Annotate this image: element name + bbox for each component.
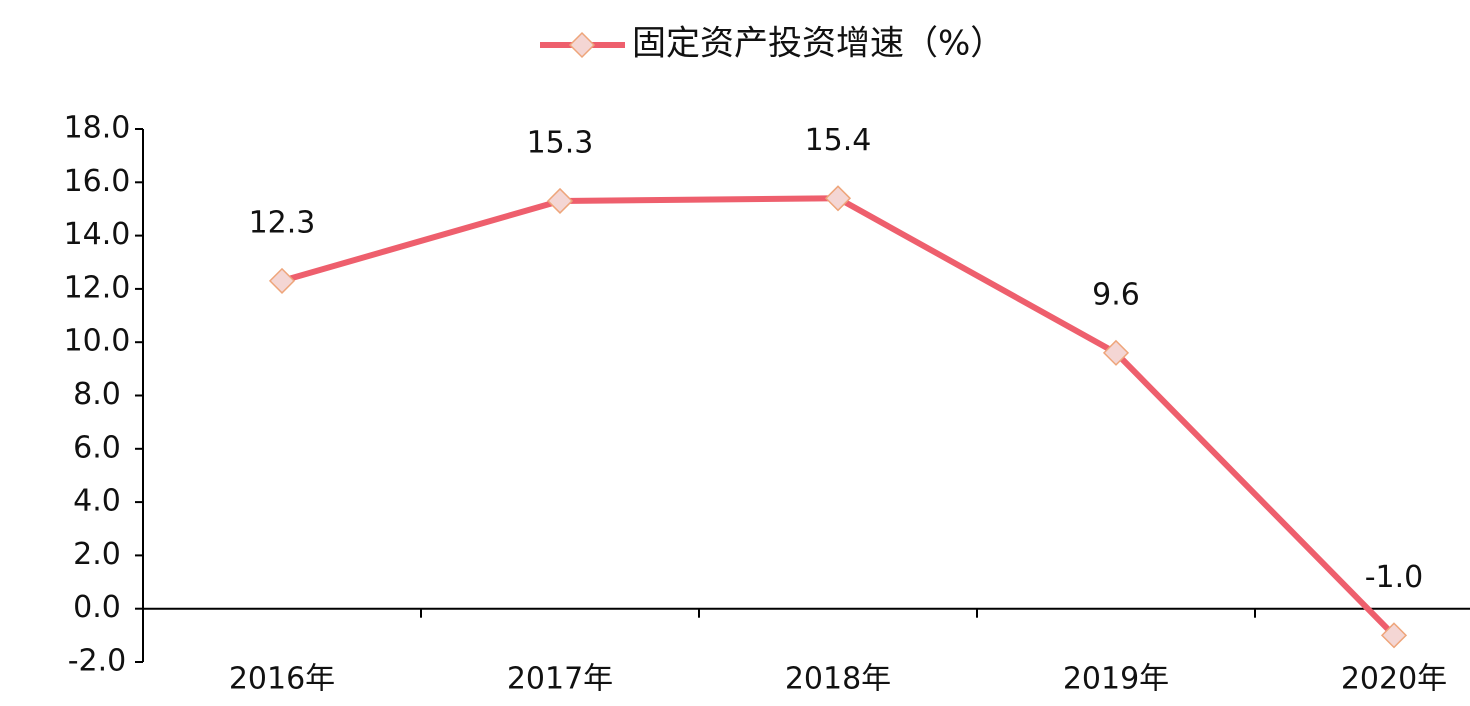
y-tick-label: 14.0 [64,217,131,252]
marker [1380,622,1408,649]
y-tick-label: 12.0 [64,270,131,305]
y-tick-label: 0.0 [73,590,121,625]
x-tick-label: 2019年 [1063,662,1169,697]
marker [268,267,296,294]
marker [824,185,852,212]
marker [1102,339,1130,366]
series-line [281,195,1397,638]
y-tick-label: 2.0 [73,537,121,572]
x-tick-label: 2020年 [1341,662,1447,697]
legend-label: 固定资产投资增速（%） [632,24,1004,64]
data-label: 9.6 [1092,277,1140,312]
data-label: 15.3 [527,125,594,160]
legend-marker [568,31,596,59]
x-tick-label: 2018年 [785,662,891,697]
y-tick-label: 4.0 [73,484,121,519]
y-tick-label: 8.0 [73,377,121,412]
y-tick-label: -2.0 [68,644,127,679]
y-tick-label: 16.0 [64,164,131,199]
marker [546,187,574,215]
data-label: 12.3 [249,205,316,240]
data-label: 15.4 [805,123,872,158]
x-tick-label: 2016年 [229,662,335,697]
x-tick-label: 2017年 [507,662,613,697]
y-tick-label: 18.0 [64,111,131,146]
data-label: -1.0 [1365,560,1424,595]
y-tick-label: 10.0 [64,324,131,359]
y-tick-label: 6.0 [73,430,121,465]
